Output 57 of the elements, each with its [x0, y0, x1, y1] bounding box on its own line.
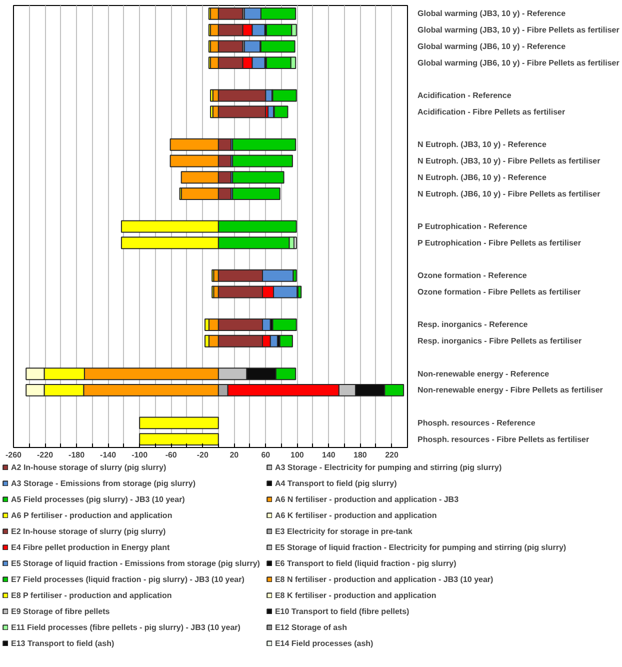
x-tick-label: -140 — [100, 450, 117, 460]
x-tick-label: -60 — [165, 450, 178, 460]
x-tick-label: -180 — [68, 450, 86, 460]
legend-label: E5 Storage of liquid fraction - Electricity for pumping and stirring (pig slurry) — [274, 542, 566, 552]
y-tick-label: Ozone formation - Reference — [418, 271, 528, 280]
y-tick-label: Global warming (JB3, 10 y) - Reference — [418, 9, 566, 18]
y-tick-label: Acidification - Reference — [418, 91, 512, 100]
y-tick-label: Phosph. resources - Fibre Pellets as fertiliser — [418, 434, 590, 444]
legend-label: E2 In-house storage of slurry (pig slurry) — [11, 526, 166, 536]
y-tick-label: N Eutroph. (JB6, 10 y) - Fibre Pellets as fertiliser — [418, 189, 600, 198]
legend-label: E8 N fertiliser - production and application - JB3 (10 year) — [274, 574, 494, 584]
x-tick-label: -220 — [37, 450, 54, 460]
y-tick-label: Non-renewable energy - Reference — [418, 369, 550, 378]
x-tick-label: 60 — [261, 450, 271, 460]
legend-label: A6 P fertiliser - production and application — [11, 510, 172, 520]
x-tick-label: -100 — [132, 450, 148, 460]
y-tick-label: P Eutrophication - Fibre Pellets as fertiliser — [418, 238, 581, 248]
y-tick-label: N Eutroph. (JB6, 10 y) - Reference — [418, 172, 547, 182]
legend-label: E8 P fertiliser - production and application — [11, 590, 172, 600]
y-tick-label: Resp. inorganics - Reference — [418, 320, 528, 330]
legend-label: E7 Field processes (liquid fraction - pig slurry) - JB3 (10 year) — [11, 574, 244, 584]
legend-label: E13 Transport to field (ash) — [11, 638, 114, 648]
y-tick-label: Non-renewable energy - Fibre Pellets as fertiliser — [418, 386, 603, 395]
legend-label: A6 K fertiliser - production and application — [274, 510, 437, 520]
x-tick-label: 100 — [290, 450, 304, 460]
legend-label: E9 Storage of fibre pellets — [11, 606, 110, 616]
legend-label: E10 Transport to field (fibre pellets) — [274, 606, 410, 616]
legend-label: A4 Transport to field (pig slurry) — [274, 478, 397, 488]
y-tick-label: Acidification - Fibre Pellets as fertiliser — [418, 107, 566, 116]
y-tick-label: N Eutroph. (JB3, 10 y) - Reference — [418, 140, 547, 150]
legend-label: A2 In-house storage of slurry (pig slurry) — [11, 462, 166, 472]
y-tick-label: Global warming (JB3, 10 y) - Fibre Pellets as fertiliser — [418, 26, 620, 35]
legend-label: A3 Storage - Emissions from storage (pig slurry) — [11, 478, 196, 488]
legend-label: E12 Storage of ash — [274, 622, 347, 632]
x-tick-label: -20 — [196, 450, 209, 460]
y-tick-label: Phosph. resources - Reference — [418, 418, 536, 428]
legend-label: A3 Storage - Electricity for pumping and stirring (pig slurry) — [274, 462, 502, 472]
legend-label: A5 Field processes (pig slurry) - JB3 (10 year) — [11, 494, 185, 504]
legend-label: E8 K fertiliser - production and application — [274, 590, 436, 600]
legend-label: E3 Electricity for storage in pre-tank — [274, 526, 412, 536]
y-tick-label: P Eutrophication - Reference — [418, 222, 528, 231]
y-tick-label: Resp. inorganics - Fibre Pellets as fertiliser — [418, 336, 582, 346]
legend-label: A6 N fertiliser - production and application - JB3 — [274, 494, 459, 504]
y-tick-label: N Eutroph. (JB3, 10 y) - Fibre Pellets as fertiliser — [418, 156, 600, 166]
legend-label: E14 Field processes (ash) — [274, 638, 374, 648]
x-tick-label: -260 — [5, 450, 22, 460]
y-tick-label: Global warming (JB6, 10 y) - Fibre Pellets as fertiliser — [418, 58, 620, 68]
x-tick-label: 20 — [230, 450, 240, 460]
legend-label: E6 Transport to field (liquid fraction - pig slurry) — [274, 558, 456, 568]
legend-label: E4 Fibre pellet production in Energy plant — [11, 542, 170, 552]
legend-label: E5 Storage of liquid fraction - Emissions from storage (pig slurry) — [11, 558, 260, 568]
x-tick-label: 220 — [385, 450, 399, 460]
x-tick-label: 180 — [354, 450, 368, 460]
y-tick-label: Global warming (JB6, 10 y) - Reference — [418, 42, 566, 51]
y-tick-label: Ozone formation - Fibre Pellets as fertiliser — [418, 287, 581, 296]
legend-label: E11 Field processes (fibre pellets - pig slurry) - JB3 (10 year) — [11, 622, 240, 632]
x-tick-label: 140 — [322, 450, 336, 460]
